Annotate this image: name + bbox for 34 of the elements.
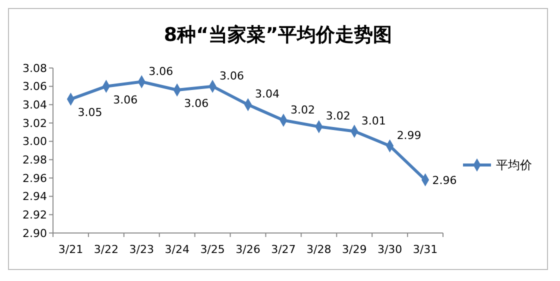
data-label: 3.06 <box>184 97 209 110</box>
x-tick-label: 3/30 <box>377 243 402 256</box>
y-tick-label: 3.08 <box>22 62 47 75</box>
x-tick-label: 3/22 <box>94 243 119 256</box>
y-tick-label: 2.98 <box>22 154 47 167</box>
x-tick-label: 3/24 <box>164 243 190 256</box>
x-tick-label: 3/26 <box>236 243 260 256</box>
y-tick-label: 2.96 <box>22 172 47 185</box>
chart-title: 8种“当家菜”平均价走势图 <box>164 24 392 46</box>
data-label: 2.99 <box>396 128 422 142</box>
x-tick-label: 3/23 <box>129 243 154 256</box>
data-label: 3.06 <box>148 64 174 78</box>
x-tick-label: 3/28 <box>306 243 332 256</box>
x-tick-label: 3/31 <box>412 243 438 256</box>
y-tick-label: 2.90 <box>22 226 47 240</box>
x-tick-label: 3/29 <box>342 243 367 256</box>
y-tick-label: 3.06 <box>22 80 47 94</box>
legend-label: 平均价 <box>496 158 532 172</box>
data-label: 3.06 <box>220 69 244 82</box>
y-tick-label: 2.92 <box>22 208 47 222</box>
data-label: 3.01 <box>361 114 386 128</box>
data-label: 3.06 <box>113 93 138 106</box>
data-label: 3.05 <box>78 106 102 120</box>
x-tick-label: 3/21 <box>58 243 84 256</box>
x-tick-label: 3/27 <box>271 243 296 256</box>
data-label: 3.02 <box>290 103 315 116</box>
data-label: 3.04 <box>255 88 280 101</box>
y-tick-label: 3.00 <box>22 135 47 148</box>
data-label: 2.96 <box>432 174 457 187</box>
x-tick-label: 3/25 <box>200 243 225 256</box>
data-label: 3.02 <box>326 110 350 123</box>
y-tick-label: 2.94 <box>22 190 47 204</box>
y-tick-label: 3.04 <box>22 98 47 112</box>
y-tick-label: 3.02 <box>22 116 47 130</box>
